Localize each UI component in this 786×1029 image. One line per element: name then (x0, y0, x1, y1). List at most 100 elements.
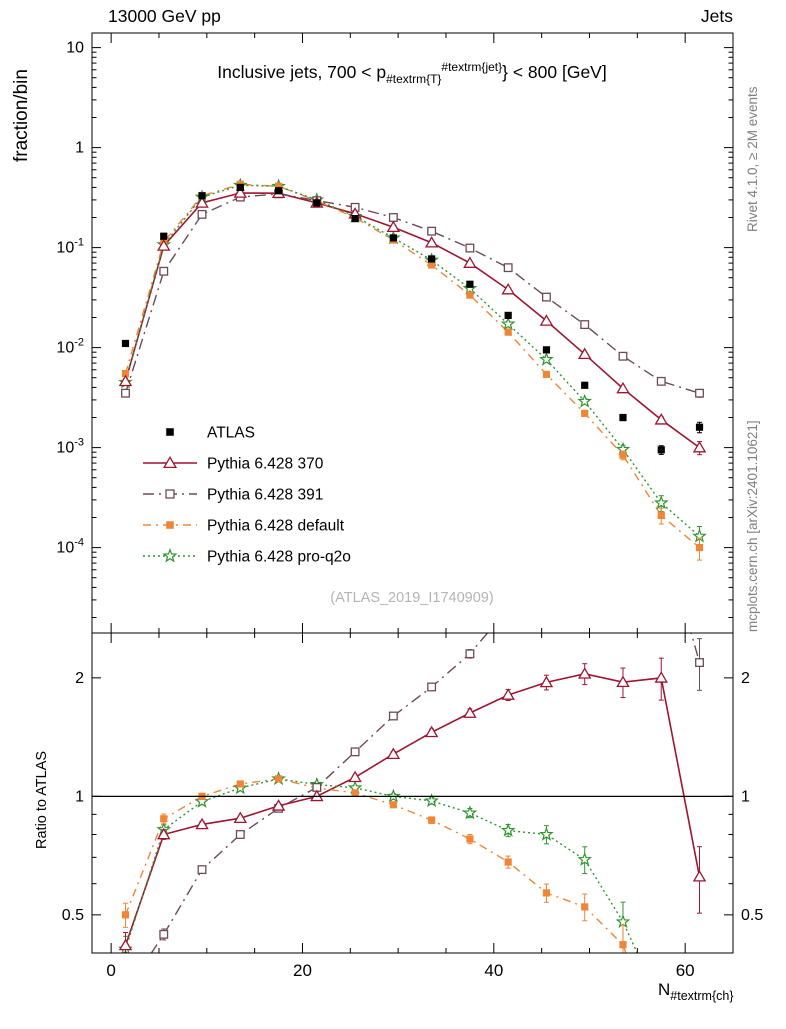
data-marker (424, 236, 439, 248)
data-marker (195, 196, 209, 208)
data-marker (165, 489, 175, 499)
data-marker (159, 266, 169, 276)
data-marker (503, 263, 513, 273)
x-axis-title: N#textrm{ch} (658, 980, 734, 1003)
data-marker (271, 799, 286, 811)
data-marker (692, 870, 707, 882)
legend-item: Pythia 6.428 370 (143, 456, 324, 473)
data-marker (462, 805, 478, 820)
ratio-tick-label-right: 0.5 (741, 907, 763, 924)
data-marker (504, 605, 512, 613)
data-marker (388, 213, 398, 222)
ratio-tick-label-right: 2 (741, 670, 750, 687)
data-marker (233, 811, 248, 824)
data-marker (616, 675, 630, 688)
data-marker (656, 999, 668, 1010)
data-marker (466, 280, 474, 288)
ratio-tick-label-left: 2 (75, 670, 84, 687)
legend-item: Pythia 6.428 pro-q2o (143, 547, 351, 566)
legend-item: Pythia 6.428 default (143, 518, 345, 535)
legend-label: Pythia 6.428 370 (207, 456, 324, 473)
data-marker (462, 280, 478, 295)
data-marker (580, 320, 590, 330)
series-line (124, 183, 700, 549)
data-marker (122, 988, 130, 996)
data-marker (616, 381, 630, 394)
data-marker (274, 187, 283, 195)
data-marker (500, 316, 516, 331)
y-tick-label: 10-4 (56, 537, 84, 557)
data-marker (581, 381, 589, 389)
rivet-version-label: Rivet 4.1.0, ≥ 2M events (745, 86, 760, 232)
data-marker (121, 388, 130, 398)
data-marker (197, 209, 207, 219)
data-marker (121, 369, 130, 378)
data-marker (539, 675, 554, 688)
data-marker (118, 374, 133, 387)
legend-item: ATLAS (166, 425, 255, 442)
data-marker (428, 816, 436, 824)
header-left-label: 13000 GeV pp (108, 6, 221, 26)
data-marker (195, 817, 209, 830)
data-marker (465, 649, 475, 659)
data-marker (162, 456, 178, 469)
data-marker (577, 667, 592, 679)
data-marker (542, 370, 551, 378)
data-marker (351, 215, 359, 223)
data-marker (160, 815, 168, 823)
data-marker (692, 440, 707, 453)
data-marker (619, 451, 627, 459)
data-marker (539, 351, 554, 366)
legend-label: Pythia 6.428 pro-q2o (207, 549, 351, 566)
data-marker (233, 186, 248, 198)
data-marker (619, 413, 627, 422)
series-line (124, 184, 700, 537)
mcplots-credit-label: mcplots.cern.ch [arXiv:2401.10621] (745, 420, 760, 632)
chart-layer: 0 20 40 60 10-4 10-3 10-2 10-1 1 10 0.5 0.5 1 1 2 2 ATLA… (56, 32, 763, 1010)
data-marker (657, 446, 665, 454)
series-line (124, 192, 700, 449)
y-tick-label: 10-3 (56, 437, 84, 457)
data-marker (236, 780, 244, 788)
data-marker (539, 826, 554, 841)
data-marker (313, 199, 321, 207)
data-marker (463, 256, 477, 268)
data-marker (166, 428, 174, 436)
data-marker (504, 311, 512, 319)
data-marker (657, 511, 665, 519)
data-marker (577, 393, 593, 408)
data-marker (500, 822, 516, 837)
ratio-tick-label-right: 1 (741, 788, 750, 805)
data-marker (466, 835, 474, 843)
data-marker (427, 226, 437, 236)
data-marker (389, 234, 397, 242)
data-marker (274, 182, 283, 190)
data-marker (463, 706, 477, 718)
series-line (124, 778, 639, 953)
data-marker (539, 314, 554, 326)
legend-label: ATLAS (207, 425, 255, 442)
ratio-panel-frame (91, 632, 734, 954)
legend-label: Pythia 6.428 default (207, 518, 345, 535)
data-marker (695, 544, 704, 552)
data-marker (351, 789, 359, 797)
data-marker (695, 423, 704, 431)
data-marker (162, 547, 178, 563)
data-marker (542, 346, 551, 354)
data-marker (166, 521, 174, 529)
data-marker (501, 688, 515, 700)
data-marker (121, 911, 130, 919)
plot-title: Inclusive jets, 700 < p#textrm{T}#textrm… (217, 60, 606, 86)
data-marker (618, 351, 628, 361)
data-marker (428, 261, 436, 269)
data-marker (274, 775, 283, 783)
y-tick-label: 10-2 (56, 337, 84, 357)
data-marker (656, 376, 666, 386)
data-marker (159, 929, 169, 939)
data-marker (386, 220, 401, 233)
data-marker (388, 711, 398, 721)
main-y-axis-title: fraction/bin (11, 69, 32, 162)
data-marker (504, 858, 512, 866)
header-right-label: Jets (701, 6, 733, 26)
data-marker (236, 183, 244, 192)
